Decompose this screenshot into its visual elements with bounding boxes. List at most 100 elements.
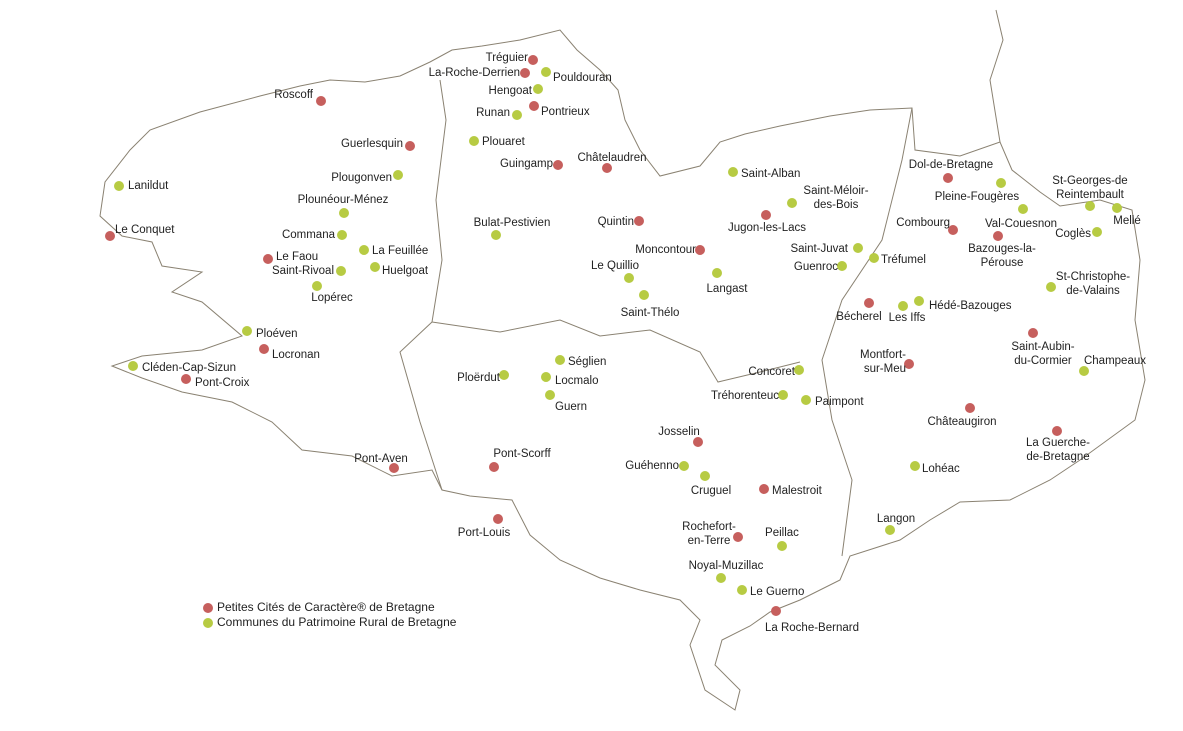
place-label: Guenroc: [794, 261, 838, 273]
petite-cite-marker: [761, 210, 771, 220]
place-concoret: Concoret: [748, 365, 804, 378]
place-label: Josselin: [658, 426, 700, 438]
commune-rurale-marker: [242, 326, 252, 336]
place-label: Quintin: [598, 216, 634, 228]
place-lanildut: Lanildut: [114, 180, 169, 192]
place-label: Bécherel: [836, 311, 881, 323]
place-label: Le Guerno: [750, 586, 804, 598]
place-label: Plounéour-Ménez: [298, 194, 389, 206]
legend-label: Communes du Patrimoine Rural de Bretagne: [217, 615, 457, 629]
place-langon: Langon: [877, 513, 915, 535]
place-label: Langon: [877, 513, 915, 525]
commune-rurale-marker: [545, 390, 555, 400]
place-malestroit: Malestroit: [759, 484, 823, 497]
commune-rurale-marker: [869, 253, 879, 263]
place-guern: Guern: [545, 390, 587, 413]
place-label: Runan: [476, 107, 510, 119]
petite-cite-marker: [943, 173, 953, 183]
place-josselin: Josselin: [658, 426, 703, 447]
petite-cite-marker: [493, 514, 503, 524]
commune-rurale-marker: [801, 395, 811, 405]
place-la-roche-bernard: La Roche-Bernard: [765, 606, 859, 634]
place-quintin: Quintin: [598, 216, 644, 228]
place-label: Plouaret: [482, 136, 526, 148]
commune-rurale-marker: [339, 208, 349, 218]
place-plougonven: Plougonven: [331, 170, 403, 184]
petite-cite-marker: [904, 359, 914, 369]
place-dol-de-bretagne: Dol-de-Bretagne: [909, 159, 993, 183]
place-label: Langast: [707, 283, 749, 295]
place-saint-juvat: Saint-Juvat: [790, 243, 863, 255]
place-guerlesquin: Guerlesquin: [341, 138, 415, 151]
place-label: Montfort-sur-Meu: [860, 349, 906, 375]
place-label: Pontrieux: [541, 106, 590, 118]
place-trehorenteuc: Tréhorenteuc: [711, 390, 788, 402]
place-label: Ploéven: [256, 328, 298, 340]
place-st-georges-dereintembault: St-Georges-de Reintembault: [1052, 175, 1128, 211]
petite-cite-marker: [1052, 426, 1062, 436]
petite-cite-marker: [553, 160, 563, 170]
place-label: St-Christophe-de-Valains: [1056, 271, 1130, 297]
commune-rurale-marker: [712, 268, 722, 278]
place-label: Bulat-Pestivien: [474, 217, 551, 229]
place-langast: Langast: [707, 268, 749, 295]
place-label: Cruguel: [691, 485, 731, 497]
place-peillac: Peillac: [765, 527, 799, 551]
place-label: Pont-Croix: [195, 377, 250, 389]
place-label: Commana: [282, 229, 336, 241]
place-locmalo: Locmalo: [541, 372, 598, 387]
place-label: La Roche-Bernard: [765, 622, 859, 634]
place-le-conquet: Le Conquet: [105, 224, 175, 241]
place-label: Pouldouran: [553, 72, 612, 84]
place-seglien: Séglien: [555, 355, 606, 368]
place-label: Huelgoat: [382, 265, 429, 277]
petite-cite-marker: [1028, 328, 1038, 338]
place-label: La Guerche-de-Bretagne: [1026, 437, 1090, 463]
place-label: Hengoat: [489, 85, 533, 97]
department-border: [821, 107, 913, 557]
commune-rurale-marker: [533, 84, 543, 94]
commune-rurale-marker: [541, 67, 551, 77]
place-label: Peillac: [765, 527, 799, 539]
place-chateaugiron: Châteaugiron: [927, 403, 997, 428]
commune-rurale-marker: [114, 181, 124, 191]
place-markers: Tréguier La-Roche-Derrien Pouldouran Hengoa…: [105, 52, 1146, 634]
commune-rurale-marker: [898, 301, 908, 311]
commune-rurale-marker: [469, 136, 479, 146]
place-port-louis: Port-Louis: [458, 514, 510, 539]
place-label: Jugon-les-Lacs: [728, 222, 806, 234]
place-le-faou: Le Faou: [263, 251, 318, 264]
petite-cite-marker: [529, 101, 539, 111]
place-bazouges-la-perouse: Bazouges-la-Pérouse: [968, 231, 1036, 269]
petite-cite-marker: [993, 231, 1003, 241]
petite-cite-marker: [181, 374, 191, 384]
commune-rurale-marker: [777, 541, 787, 551]
place-guingamp: Guingamp: [500, 158, 563, 170]
commune-rurale-marker: [996, 178, 1006, 188]
petite-cite-marker: [864, 298, 874, 308]
place-label: Châteaugiron: [927, 416, 996, 428]
place-label: Cléden-Cap-Sizun: [142, 362, 236, 374]
petite-cite-marker: [759, 484, 769, 494]
place-label: Dol-de-Bretagne: [909, 159, 993, 171]
place-label: Noyal-Muzillac: [689, 560, 764, 572]
commune-rurale-marker: [794, 365, 804, 375]
commune-rurale-marker: [336, 266, 346, 276]
place-label: Ploërdut: [457, 372, 501, 384]
place-pont-croix: Pont-Croix: [181, 374, 250, 389]
place-commana: Commana: [282, 229, 347, 241]
place-label: Pont-Aven: [354, 453, 408, 465]
commune-rurale-marker: [1085, 201, 1095, 211]
commune-rurale-marker: [1079, 366, 1089, 376]
place-moncontour: Moncontour: [635, 244, 705, 256]
petite-cite-marker: [733, 532, 743, 542]
petite-cite-marker: [948, 225, 958, 235]
commune-rurale-marker: [370, 262, 380, 272]
place-roscoff: Roscoff: [274, 89, 326, 106]
place-label: Lanildut: [128, 180, 169, 192]
place-label: Tréguier: [486, 52, 529, 64]
place-label: Séglien: [568, 356, 606, 368]
commune-rurale-marker: [541, 372, 551, 382]
place-locronan: Locronan: [259, 344, 320, 361]
